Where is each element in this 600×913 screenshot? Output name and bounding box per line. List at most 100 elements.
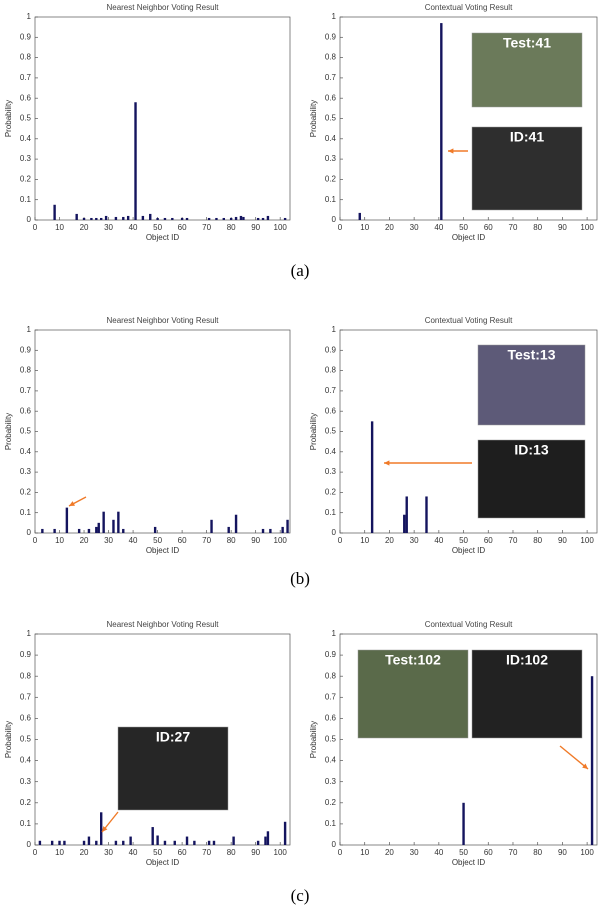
- x-tick-label: 50: [459, 848, 468, 857]
- y-tick-label: 0.1: [20, 195, 32, 204]
- bar: [173, 840, 176, 845]
- bar: [462, 802, 465, 845]
- y-tick-label: 0.4: [20, 134, 32, 143]
- x-tick-label: 0: [33, 536, 38, 545]
- x-tick-label: 10: [55, 223, 64, 232]
- y-tick-label: 0.7: [325, 386, 337, 395]
- y-tick-label: 0.7: [325, 73, 337, 82]
- y-tick-label: 0.6: [20, 406, 32, 415]
- x-tick-label: 100: [580, 223, 594, 232]
- bar: [114, 840, 118, 845]
- y-tick-label: 0.8: [325, 671, 337, 680]
- x-tick-label: 30: [104, 536, 113, 545]
- x-tick-label: 0: [33, 848, 38, 857]
- x-tick-label: 90: [558, 223, 567, 232]
- y-tick-label: 0.6: [20, 93, 32, 102]
- photo: [471, 649, 583, 739]
- x-tick-label: 20: [385, 536, 394, 545]
- x-tick-label: 60: [484, 223, 493, 232]
- bar: [207, 217, 211, 220]
- y-tick-label: 0.3: [20, 154, 32, 163]
- x-axis-label: Object ID: [146, 233, 180, 242]
- y-tick-label: 0.8: [20, 671, 32, 680]
- y-tick-label: 0: [27, 215, 32, 224]
- x-tick-label: 30: [410, 536, 419, 545]
- y-tick-label: 0.6: [20, 714, 32, 723]
- y-tick-label: 0: [332, 215, 337, 224]
- y-tick-label: 0.6: [325, 406, 337, 415]
- arrow-head: [582, 763, 588, 769]
- y-tick-label: 0.8: [20, 53, 32, 62]
- y-tick-label: 0.9: [20, 650, 32, 659]
- x-tick-label: 80: [533, 223, 542, 232]
- x-tick-label: 40: [434, 223, 443, 232]
- x-tick-label: 80: [227, 223, 236, 232]
- bar: [286, 519, 289, 533]
- y-tick-label: 0: [332, 840, 337, 849]
- y-tick-label: 0.5: [325, 114, 337, 123]
- photo-label: ID:41: [510, 129, 544, 145]
- bar: [77, 528, 81, 533]
- bar: [87, 836, 91, 845]
- plot-frame: [34, 329, 291, 534]
- x-tick-label: 100: [274, 536, 288, 545]
- bar: [266, 215, 270, 220]
- x-tick-label: 10: [55, 536, 64, 545]
- bar: [425, 496, 428, 533]
- photo: [477, 439, 586, 519]
- y-tick-label: 1: [332, 629, 337, 638]
- arrow-head: [448, 148, 454, 154]
- x-tick-label: 10: [360, 848, 369, 857]
- chart-title: Contextual Voting Result: [425, 316, 513, 325]
- bar: [207, 840, 211, 845]
- plot-frame: [34, 16, 291, 221]
- bar: [122, 216, 125, 220]
- y-tick-label: 0.8: [325, 53, 337, 62]
- y-tick-label: 0.1: [325, 508, 337, 517]
- photo: [471, 126, 583, 211]
- bar: [193, 840, 196, 845]
- bar: [87, 528, 91, 533]
- bar: [151, 827, 154, 845]
- x-axis-label: Object ID: [452, 233, 486, 242]
- x-tick-label: 50: [153, 848, 162, 857]
- y-tick-label: 0.1: [20, 508, 32, 517]
- y-axis-label: Probability: [309, 413, 318, 450]
- x-tick-label: 60: [178, 848, 187, 857]
- bar: [239, 215, 243, 220]
- x-tick-label: 100: [274, 848, 288, 857]
- bar: [266, 831, 270, 845]
- x-tick-label: 80: [227, 848, 236, 857]
- x-axis-label: Object ID: [452, 858, 486, 867]
- photo-label: ID:27: [156, 729, 190, 745]
- y-tick-label: 0.2: [20, 175, 32, 184]
- y-axis-label: Probability: [4, 721, 13, 758]
- y-tick-label: 0.6: [325, 93, 337, 102]
- y-tick-label: 0.9: [325, 650, 337, 659]
- x-tick-label: 20: [385, 223, 394, 232]
- x-tick-label: 70: [202, 848, 211, 857]
- y-tick-label: 0.7: [20, 386, 32, 395]
- photo: [471, 32, 583, 108]
- bar: [283, 821, 287, 845]
- y-tick-label: 0.6: [325, 714, 337, 723]
- bar: [65, 507, 69, 533]
- y-tick-label: 0.5: [20, 114, 32, 123]
- bar: [171, 217, 174, 220]
- y-tick-label: 0.3: [325, 467, 337, 476]
- x-tick-label: 100: [274, 223, 288, 232]
- bar: [234, 216, 238, 220]
- x-tick-label: 80: [533, 848, 542, 857]
- bar: [97, 522, 100, 533]
- bar: [53, 528, 56, 533]
- y-tick-label: 0.5: [325, 427, 337, 436]
- y-axis-label: Probability: [4, 100, 13, 137]
- bar: [229, 217, 233, 220]
- bar: [149, 213, 152, 220]
- x-tick-label: 70: [509, 536, 518, 545]
- bar: [38, 840, 42, 845]
- y-tick-label: 0.3: [20, 467, 32, 476]
- x-tick-label: 30: [410, 223, 419, 232]
- x-tick-label: 20: [80, 223, 89, 232]
- bar: [261, 528, 265, 533]
